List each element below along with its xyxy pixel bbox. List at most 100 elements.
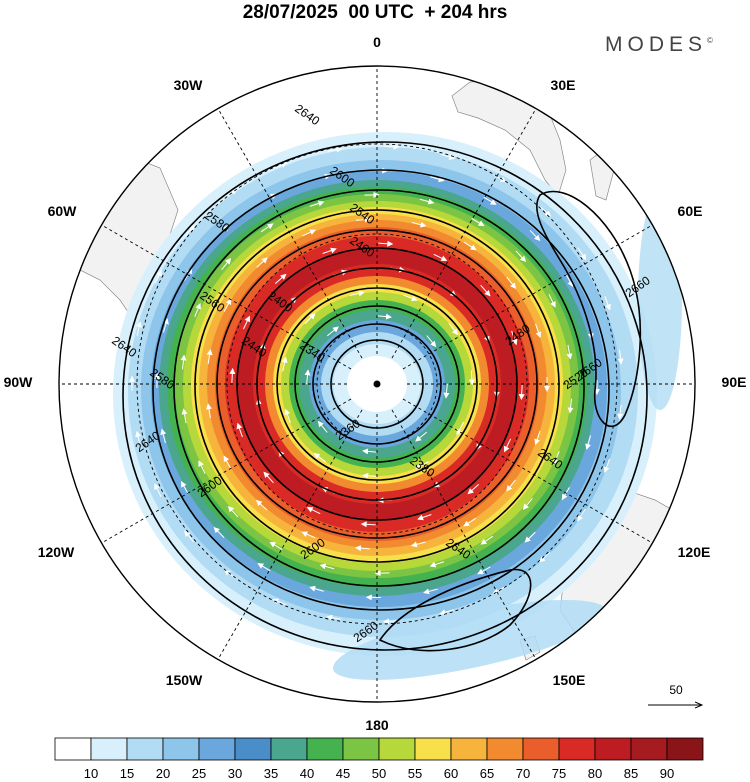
colorbar-tick-label: 25 bbox=[192, 766, 206, 781]
wind-arrow bbox=[585, 435, 592, 450]
colorbar-tick-label: 55 bbox=[408, 766, 422, 781]
ridge-contours bbox=[378, 190, 642, 652]
wind-arrow bbox=[439, 609, 454, 616]
wind-arrow bbox=[443, 383, 450, 399]
wind-arrow bbox=[221, 258, 232, 270]
wind-arrow bbox=[327, 146, 343, 153]
wind-arrow bbox=[383, 618, 399, 625]
wind-arrow bbox=[154, 483, 162, 497]
wind-arrow bbox=[198, 460, 206, 474]
wind-arrow bbox=[301, 531, 316, 539]
longitude-label: 30W bbox=[174, 77, 204, 93]
wind-arrow bbox=[566, 344, 573, 360]
wind-arrow bbox=[511, 330, 518, 346]
wind-arrow bbox=[471, 217, 485, 227]
wind-arrow bbox=[135, 430, 142, 446]
longitude-label: 180 bbox=[365, 717, 389, 733]
jet-patch-east bbox=[638, 190, 682, 410]
reference-vector-speed: 50 bbox=[669, 683, 683, 697]
longitude-label: 90E bbox=[722, 374, 747, 390]
wind-arrow bbox=[403, 294, 418, 302]
wind-arrow bbox=[603, 458, 611, 474]
colorbar-swatch bbox=[666, 737, 704, 761]
brand-name: MODES bbox=[605, 33, 708, 56]
wind-arrow bbox=[354, 545, 370, 552]
wind-arrow bbox=[136, 321, 143, 336]
wind-arrow bbox=[577, 508, 586, 522]
wind-arrow bbox=[518, 385, 525, 401]
colorbar-swatch bbox=[594, 737, 632, 761]
colorbar-swatch bbox=[126, 737, 164, 761]
south-pole-marker bbox=[373, 380, 381, 388]
wind-arrow bbox=[463, 241, 477, 251]
wind-arrow bbox=[326, 614, 342, 621]
colorbar-tick-label: 60 bbox=[444, 766, 458, 781]
meridian-line bbox=[402, 398, 653, 544]
colorbar-swatch bbox=[558, 737, 596, 761]
wind-arrow bbox=[304, 313, 316, 325]
colorbar-tick-label: 85 bbox=[624, 766, 638, 781]
contour-ring bbox=[152, 169, 610, 611]
wind-arrow bbox=[260, 223, 274, 233]
wind-arrow bbox=[180, 354, 187, 370]
wind-arrow bbox=[411, 221, 427, 228]
colorbar-tick-label: 35 bbox=[264, 766, 278, 781]
wind-arrow bbox=[223, 455, 232, 469]
wind-arrow bbox=[535, 323, 542, 339]
colorbar-swatch bbox=[414, 737, 452, 761]
colorbar-swatch bbox=[198, 737, 236, 761]
colorbar-tick-label: 75 bbox=[552, 766, 566, 781]
colorbar-swatch bbox=[630, 737, 668, 761]
meridians bbox=[59, 66, 695, 702]
wind-arrow bbox=[567, 398, 574, 414]
wind-arrow bbox=[269, 541, 283, 551]
longitude-label: 120W bbox=[38, 544, 75, 560]
wind-arrow bbox=[493, 174, 507, 183]
colorbar-tick-label: 20 bbox=[156, 766, 170, 781]
wind-arrow bbox=[326, 326, 339, 337]
wind-arrow bbox=[430, 176, 445, 183]
wind-arrow bbox=[272, 598, 287, 606]
wind-arrow bbox=[506, 276, 517, 290]
wind-arrow bbox=[463, 517, 477, 527]
wind-arrow bbox=[617, 404, 624, 420]
map-title: 28/07/2025 00 UTC + 204 hrs bbox=[242, 2, 508, 23]
colorbar-swatch bbox=[270, 737, 308, 761]
wind-arrow bbox=[274, 273, 287, 285]
wind-arrow bbox=[529, 229, 541, 242]
wind-arrow bbox=[362, 448, 378, 455]
wind-arrow bbox=[419, 198, 435, 205]
ridge-contour-east bbox=[535, 190, 642, 428]
colorbar-tick-label: 40 bbox=[300, 766, 314, 781]
copyright-mark: © bbox=[707, 36, 713, 45]
wind-arrow bbox=[534, 430, 541, 446]
jet-patch-south bbox=[332, 600, 608, 680]
wind-arrow bbox=[160, 428, 167, 444]
wind-arrow bbox=[313, 452, 326, 463]
longitude-label: 60E bbox=[678, 203, 703, 219]
wind-arrow bbox=[306, 507, 321, 515]
wind-arrow bbox=[317, 420, 328, 433]
wind-arrow bbox=[309, 200, 325, 207]
ridge-contour-south bbox=[378, 568, 532, 652]
colorbar-tick-label: 10 bbox=[84, 766, 98, 781]
wind-arrow bbox=[319, 563, 335, 570]
colorbar-swatch bbox=[486, 737, 524, 761]
wind-arrow bbox=[433, 253, 448, 261]
meridian-line bbox=[402, 224, 653, 370]
wind-arrow bbox=[180, 481, 189, 495]
colorbar-swatch bbox=[522, 737, 560, 761]
wind-arrow bbox=[467, 483, 480, 495]
colorbar-tick-label: 30 bbox=[228, 766, 242, 781]
wind-arrow bbox=[255, 499, 268, 511]
wind-arrow bbox=[236, 422, 243, 438]
wind-arrow bbox=[456, 421, 465, 436]
longitude-label: 0 bbox=[373, 34, 381, 50]
wind-arrow bbox=[304, 369, 311, 385]
wind-arrow bbox=[206, 348, 213, 364]
wind-arrow bbox=[273, 162, 288, 169]
wind-arrow bbox=[415, 431, 428, 442]
graticule bbox=[59, 66, 695, 702]
brand-logo: MODES© bbox=[605, 33, 713, 57]
